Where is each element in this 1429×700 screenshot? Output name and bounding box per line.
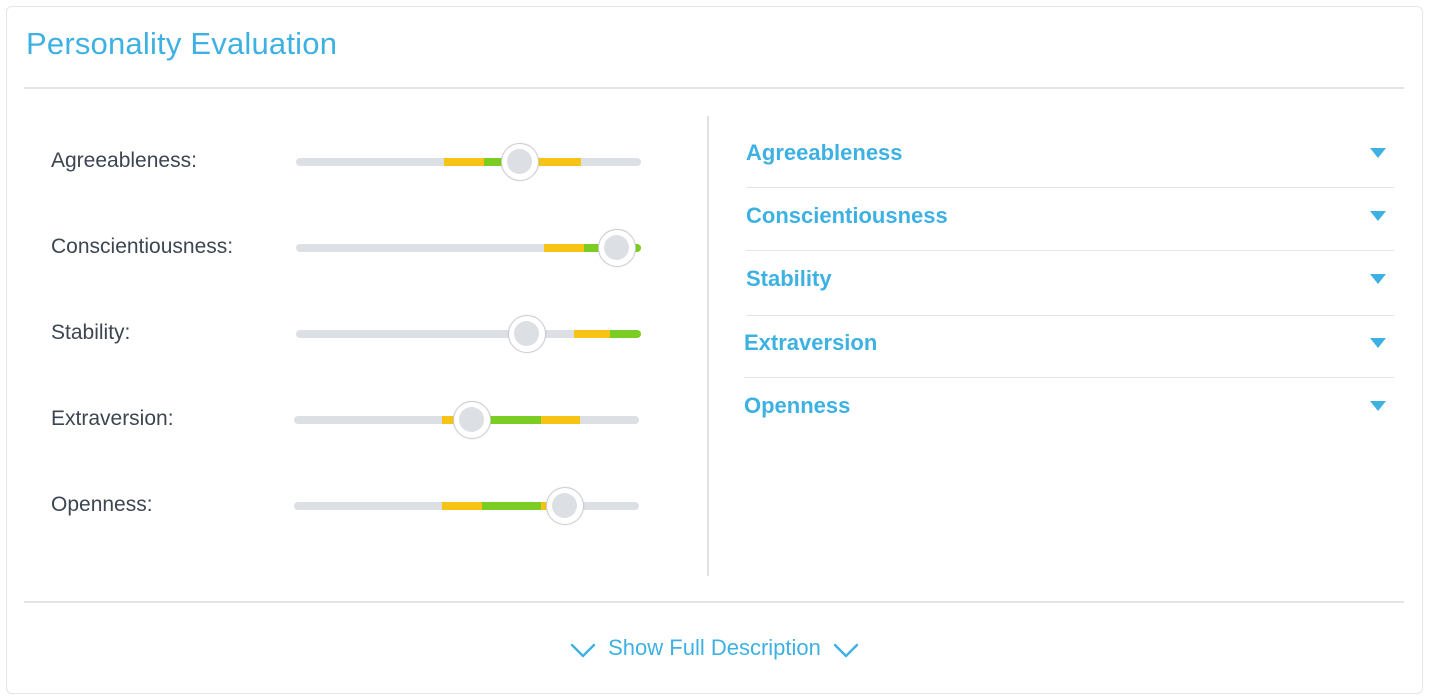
trait-slider-track[interactable]: [294, 487, 639, 525]
trait-label: Conscientiousness:: [51, 235, 234, 258]
accordion-label: Openness: [744, 393, 851, 418]
trait-label: Extraversion:: [51, 407, 174, 430]
accordion-item-agreeableness[interactable]: Agreeableness: [746, 128, 1394, 188]
accordion-item-extraversion[interactable]: Extraversion: [744, 318, 1394, 378]
chevron-down-icon: [570, 643, 596, 658]
trait-row-openness: Openness:: [0, 484, 700, 525]
accordion-item-conscientiousness[interactable]: Conscientiousness: [746, 191, 1394, 251]
column-divider: [707, 116, 709, 576]
accordion-item-stability[interactable]: Stability: [746, 254, 1394, 316]
show-full-description-label: Show Full Description: [608, 635, 821, 660]
trait-row-conscientiousness: Conscientiousness:: [0, 226, 700, 267]
slider-handle[interactable]: [597, 229, 636, 267]
range-segment-green: [482, 502, 541, 510]
trait-slider-track[interactable]: [296, 143, 641, 181]
range-segment-yellow: [444, 158, 485, 166]
accordion-label: Stability: [746, 266, 832, 291]
accordion-label: Agreeableness: [746, 140, 903, 165]
header-divider: [24, 87, 1404, 89]
slider-handle[interactable]: [452, 401, 491, 439]
personality-evaluation-card: [6, 6, 1423, 694]
trait-label: Agreeableness:: [51, 149, 197, 172]
page-title: Personality Evaluation: [26, 26, 338, 61]
range-segment-yellow: [540, 416, 580, 424]
accordion-divider: [744, 376, 1394, 378]
range-segment-green: [609, 330, 641, 338]
accordion-divider: [746, 249, 1394, 251]
range-segment-yellow: [544, 244, 585, 252]
range-segment-yellow: [573, 330, 610, 338]
slider-handle[interactable]: [545, 487, 584, 525]
trait-slider-track[interactable]: [296, 229, 641, 267]
footer-divider: [24, 601, 1404, 603]
slider-handle[interactable]: [508, 315, 547, 353]
accordion-divider: [746, 186, 1394, 188]
caret-down-icon[interactable]: [1370, 338, 1386, 348]
show-full-description-button[interactable]: Show Full Description: [0, 628, 1429, 668]
caret-down-icon[interactable]: [1370, 148, 1386, 158]
range-segment-green: [484, 158, 510, 166]
caret-down-icon[interactable]: [1370, 401, 1386, 411]
trait-row-agreeableness: Agreeableness:: [0, 140, 700, 181]
accordion-item-openness[interactable]: Openness: [744, 381, 1394, 441]
range-segment-yellow: [509, 158, 581, 166]
accordion-divider: [746, 314, 1394, 316]
caret-down-icon[interactable]: [1370, 211, 1386, 221]
caret-down-icon[interactable]: [1370, 274, 1386, 284]
range-segment-yellow: [442, 502, 483, 510]
accordion-label: Extraversion: [744, 330, 878, 355]
slider-handle[interactable]: [501, 143, 540, 181]
trait-slider-track[interactable]: [296, 315, 641, 353]
range-segment-green: [463, 416, 541, 424]
trait-slider-track[interactable]: [294, 401, 639, 439]
chevron-down-icon: [833, 643, 859, 658]
accordion-label: Conscientiousness: [746, 203, 948, 228]
trait-label: Openness:: [51, 493, 153, 516]
trait-label: Stability:: [51, 321, 131, 344]
trait-row-extraversion: Extraversion:: [0, 398, 700, 439]
trait-row-stability: Stability:: [0, 312, 700, 353]
